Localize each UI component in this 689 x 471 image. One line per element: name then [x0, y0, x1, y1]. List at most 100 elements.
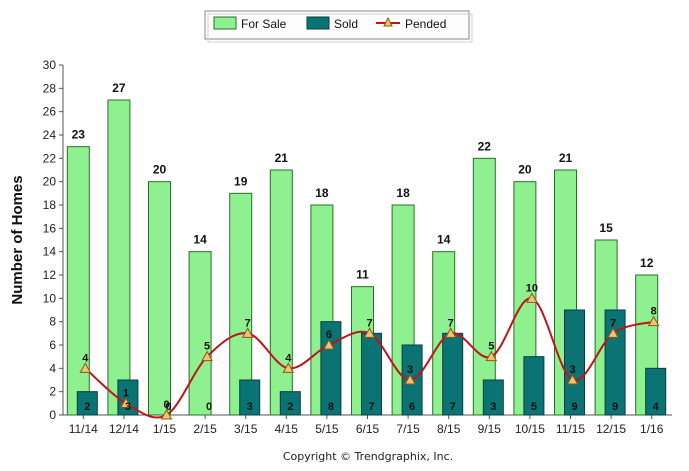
x-tick-label: 9/15: [478, 422, 502, 436]
x-tick-label: 2/15: [193, 422, 217, 436]
x-tick-label: 12/15: [596, 422, 626, 436]
y-tick-label: 16: [43, 221, 57, 235]
legend-for-sale-swatch: [213, 16, 237, 30]
sold-bar: [482, 379, 504, 416]
for-sale-value-label: 21: [559, 151, 573, 165]
x-tick-label: 11/15: [556, 422, 585, 436]
sold-value-label: 7: [450, 401, 456, 413]
sold-value-label: 9: [612, 401, 618, 413]
pended-marker: [607, 327, 619, 338]
pended-marker: [120, 397, 132, 408]
pended-marker: [79, 362, 92, 373]
legend: For Sale Sold Pended: [204, 10, 473, 43]
for-sale-value-label: 20: [153, 163, 167, 177]
y-tick-label: 0: [49, 408, 56, 422]
x-tick-label: 8/15: [437, 422, 461, 436]
legend-shadow: [207, 13, 473, 43]
pended-value-label: 0: [163, 399, 169, 411]
for-sale-bar: [269, 169, 293, 416]
x-tick-label: 3/15: [234, 422, 258, 436]
pended-value-label: 7: [245, 317, 251, 329]
sold-bars: [76, 309, 667, 416]
sold-value-label: 8: [328, 401, 334, 413]
copyright-text: Copyright © Trendgraphix, Inc.: [283, 450, 453, 463]
pended-value-label: 3: [407, 364, 413, 376]
sold-value-label: 0: [206, 401, 212, 413]
pended-marker: [444, 327, 457, 338]
sold-value-label: 5: [531, 401, 537, 413]
legend-for-sale-label: For Sale: [241, 17, 287, 31]
sold-value-label: 9: [571, 401, 577, 413]
legend-pended-marker: [383, 16, 393, 27]
pended-value-label: 5: [488, 341, 494, 353]
pended-value-label: 3: [569, 364, 575, 376]
legend-sold-label: Sold: [334, 17, 358, 31]
for-sale-value-label: 11: [356, 268, 369, 282]
sold-value-label: 6: [409, 401, 415, 413]
sold-value-label: 4: [653, 401, 660, 413]
for-sale-bar: [148, 181, 171, 416]
legend-sold-swatch: [306, 16, 330, 30]
for-sale-value-label: 19: [234, 174, 248, 188]
for-sale-bar: [107, 99, 131, 416]
pended-series-line: [84, 297, 654, 419]
for-sale-value-label: 18: [315, 186, 329, 200]
x-tick-label: 5/15: [315, 422, 339, 436]
pended-value-label: 7: [448, 317, 454, 329]
x-tick-label: 6/15: [356, 422, 380, 436]
for-sale-bar: [472, 157, 496, 416]
pended-value-label: 5: [204, 341, 210, 353]
y-tick-label: 10: [43, 291, 57, 305]
x-tick-label: 4/15: [275, 422, 299, 436]
pended-marker: [201, 350, 213, 362]
sold-bar: [279, 391, 301, 416]
x-tick-label: 1/16: [640, 422, 664, 436]
pended-value-label: 7: [366, 317, 372, 329]
x-tick-label: 7/15: [396, 422, 420, 436]
pended-marker: [566, 373, 579, 385]
sold-value-label: 3: [490, 401, 496, 413]
pended-marker: [241, 327, 254, 338]
pended-marker: [160, 408, 173, 420]
sold-bar: [523, 356, 545, 416]
pended-value-label: 10: [526, 282, 538, 294]
sold-bar: [645, 367, 667, 416]
x-tick-label: 1/15: [153, 422, 177, 436]
y-tick-label: 26: [43, 105, 57, 119]
pended-marker: [282, 362, 295, 373]
sold-bar: [564, 309, 585, 416]
sold-bar: [239, 379, 261, 416]
sold-value-label: 0: [165, 401, 171, 413]
for-sale-value-label: 21: [275, 151, 289, 165]
sold-value-label: 2: [84, 401, 90, 413]
pended-marker: [404, 373, 416, 385]
x-tick-label: 10/15: [515, 422, 545, 436]
sold-value-label: 3: [247, 401, 253, 413]
for-sale-value-label: 27: [112, 81, 126, 95]
pended-marker: [323, 338, 335, 350]
y-tick-label: 24: [43, 128, 57, 142]
pended-value-label: 6: [326, 329, 332, 341]
y-axis-title: Number of Homes: [9, 175, 26, 304]
pended-value-label: 7: [610, 317, 616, 329]
y-tick-label: 4: [49, 361, 56, 375]
pended-marker: [647, 315, 660, 327]
for-sale-value-label: 14: [193, 233, 207, 247]
pended-marker: [485, 350, 498, 362]
data-labels: 2322732001401932121881171861472232052191…: [72, 81, 660, 413]
y-tick-label: 12: [43, 268, 57, 282]
pended-value-label: 4: [82, 352, 89, 364]
pended-value-label: 4: [285, 352, 292, 364]
for-sale-value-label: 22: [478, 139, 492, 153]
pended-value-label: 8: [651, 306, 657, 318]
y-tick-label: 8: [49, 315, 56, 329]
sold-value-label: 7: [368, 401, 374, 413]
y-tick-label: 6: [49, 338, 56, 352]
sold-value-label: 2: [287, 401, 293, 413]
for-sale-value-label: 20: [518, 163, 532, 177]
pended-marker: [363, 327, 376, 338]
for-sale-bar: [66, 146, 90, 416]
